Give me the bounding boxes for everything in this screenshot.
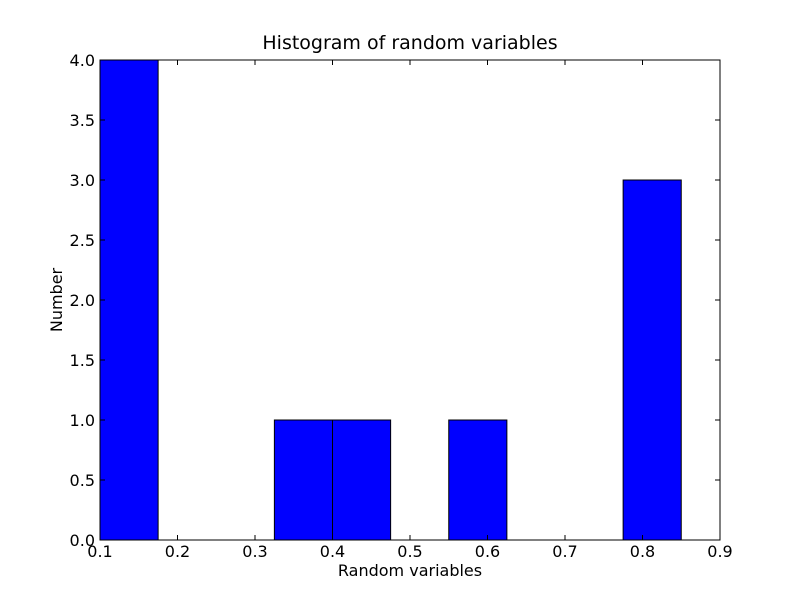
histogram-bar xyxy=(448,419,508,541)
x-tick-label: 0.2 xyxy=(165,542,190,561)
x-axis-tick-labels: 0.1 0.2 0.3 0.4 0.5 0.6 0.7 0.8 0.9 xyxy=(87,542,732,561)
bars-layer xyxy=(99,59,682,541)
histogram-bar xyxy=(332,419,392,541)
y-tick-label: 2.5 xyxy=(70,231,95,250)
x-tick-label: 0.9 xyxy=(707,542,732,561)
histogram-bar xyxy=(622,179,682,541)
x-tick-label: 0.6 xyxy=(475,542,500,561)
y-axis-tick-labels: 0.0 0.5 1.0 1.5 2.0 2.5 3.0 3.5 4.0 xyxy=(70,51,95,550)
x-tick-label: 0.4 xyxy=(320,542,345,561)
y-tick-label: 4.0 xyxy=(70,51,95,70)
x-axis-label: Random variables xyxy=(338,561,482,580)
x-tick-label: 0.5 xyxy=(397,542,422,561)
x-tick-label: 0.1 xyxy=(87,542,112,561)
y-tick-label: 3.5 xyxy=(70,111,95,130)
plot-frame xyxy=(99,59,721,541)
chart-title: Histogram of random variables xyxy=(262,32,557,54)
y-tick-label: 1.5 xyxy=(70,351,95,370)
y-tick-label: 3.0 xyxy=(70,171,95,190)
y-tick-label: 2.0 xyxy=(70,291,95,310)
y-tick-label: 0.5 xyxy=(70,471,95,490)
x-tick-label: 0.3 xyxy=(242,542,267,561)
histogram-bar xyxy=(273,419,333,541)
plot-background xyxy=(100,60,720,540)
x-tick-label: 0.8 xyxy=(630,542,655,561)
x-tick-label: 0.7 xyxy=(552,542,577,561)
y-tick-label: 0.0 xyxy=(70,531,95,550)
plot-area xyxy=(99,59,721,541)
y-tick-label: 1.0 xyxy=(70,411,95,430)
y-axis-label: Number xyxy=(47,267,66,332)
histogram-bar xyxy=(99,59,159,541)
